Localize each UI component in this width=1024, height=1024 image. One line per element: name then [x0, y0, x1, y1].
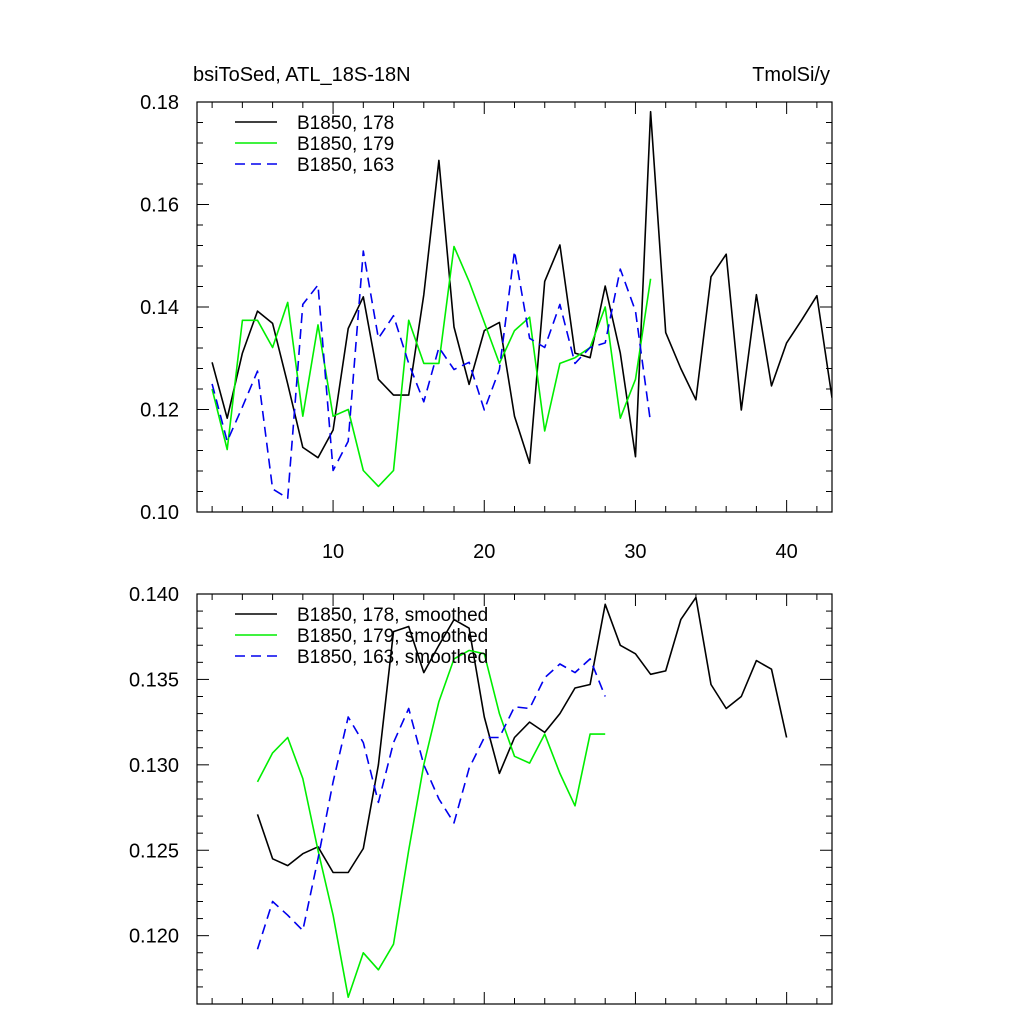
series-line-b1850-179	[211, 245, 652, 488]
legend-label: B1850, 178	[297, 113, 394, 134]
y-tick-label: 0.135	[129, 669, 179, 691]
series-line-b1850-178-smoothed	[256, 596, 788, 874]
y-tick-label: 0.18	[140, 92, 179, 114]
legend-label: B1850, 179	[297, 134, 394, 155]
x-tick-label: 40	[776, 541, 798, 563]
legend-label: B1850, 179, smoothed	[297, 626, 488, 647]
series-line-b1850-163	[211, 250, 652, 500]
x-tick-label: 30	[624, 541, 646, 563]
series-line-b1850-163-smoothed	[256, 658, 606, 950]
y-tick-label: 0.130	[129, 755, 179, 777]
plot-frame	[196, 101, 833, 513]
bottom-panel: 0.120 0.125 0.130 0.135 0.140 B1850, 178, smo…	[129, 584, 833, 1005]
y-tick-label: 0.14	[140, 297, 179, 319]
legend-label: B1850, 163	[297, 155, 394, 176]
y-tick-label: 0.16	[140, 195, 179, 217]
legend-label: B1850, 178, smoothed	[297, 605, 488, 626]
series-line-b1850-179-smoothed	[256, 649, 606, 999]
y-tick-label: 0.120	[129, 926, 179, 948]
y-tick-label: 0.125	[129, 840, 179, 862]
x-tick-label: 20	[473, 541, 495, 563]
title-right: TmolSi/y	[752, 64, 830, 86]
y-tick-label: 0.10	[140, 502, 179, 524]
x-tick-label: 10	[322, 541, 344, 563]
legend-label: B1850, 163, smoothed	[297, 647, 488, 668]
y-tick-label: 0.140	[129, 584, 179, 606]
title-left: bsiToSed, ATL_18S-18N	[193, 64, 411, 86]
series-line-b1850-178	[211, 110, 832, 465]
y-tick-label: 0.12	[140, 400, 179, 422]
plot-frame	[196, 593, 833, 1005]
